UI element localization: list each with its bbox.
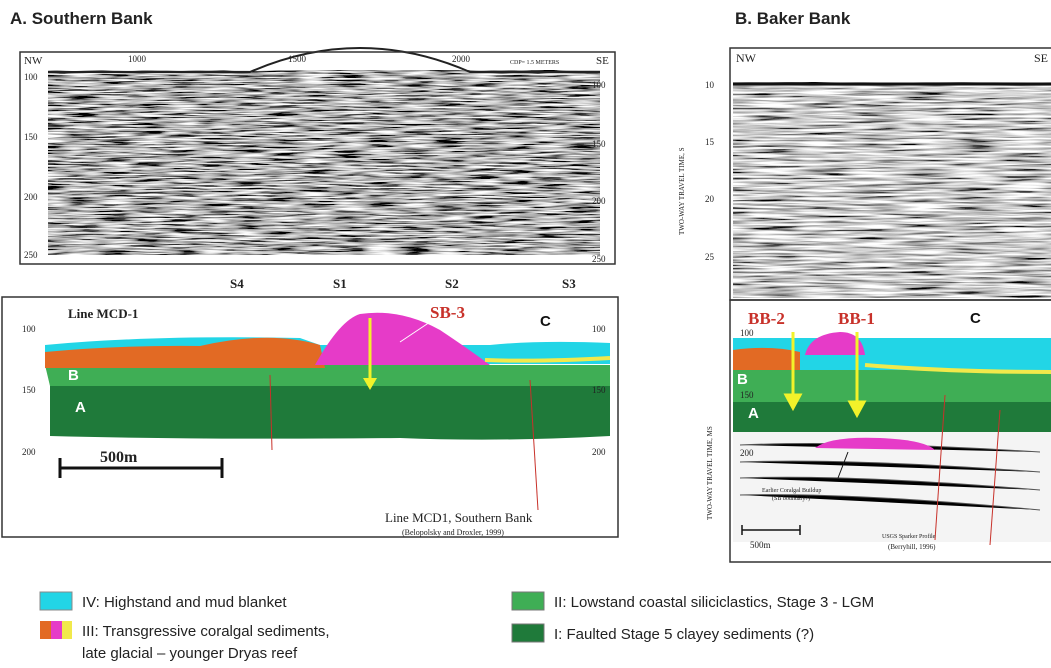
y-tick-label: 100 [24, 72, 38, 82]
y-tick-label: 10 [705, 80, 715, 90]
y-tick-label: 200 [592, 196, 606, 206]
caption: Line MCD1, Southern Bank [385, 510, 533, 525]
y-tick-label: 150 [22, 385, 36, 395]
unit-label: C [540, 313, 551, 330]
axis-label: TWO-WAY TRAVEL TIME, MS [706, 426, 714, 520]
legend-swatch [40, 592, 72, 610]
legend-swatch [40, 621, 51, 639]
site-label: S1 [333, 276, 347, 291]
legend-label: III: Transgressive coralgal sediments, [82, 623, 330, 640]
nw-label: NW [736, 51, 757, 65]
y-tick-label: 100 [592, 324, 606, 334]
y-tick-label: 150 [592, 385, 606, 395]
legend-swatch [62, 621, 72, 639]
site-label: S4 [230, 276, 244, 291]
se-label: SE [596, 55, 609, 67]
legend-label: IV: Highstand and mud blanket [82, 594, 287, 611]
cdp-tick: 2000 [452, 54, 471, 64]
cdp-note: CDP= 1.5 METERS [510, 60, 559, 66]
unit-iii-orange [733, 348, 800, 370]
unit-label: B [68, 367, 79, 384]
y-tick-label: 150 [24, 132, 38, 142]
site-label: S3 [562, 276, 576, 291]
unit-label: A [75, 399, 86, 416]
unit-label: B [737, 371, 748, 388]
seismic-image [48, 70, 600, 255]
y-tick-label: 100 [22, 324, 36, 334]
legend-label: late glacial – younger Dryas reef [82, 645, 298, 662]
y-tick-label: 200 [740, 448, 754, 458]
y-tick-label: 100 [740, 328, 754, 338]
legend-label: II: Lowstand coastal siliciclastics, Sta… [554, 594, 874, 611]
source: (Belopolsky and Droxler, 1999) [402, 528, 504, 537]
buildup-label: (SB boundary?) [772, 495, 810, 502]
y-tick-label: 200 [592, 447, 606, 457]
scale-bar [60, 458, 222, 478]
panel-title: A. Southern Bank [10, 9, 153, 28]
line-label: Line MCD-1 [68, 306, 138, 321]
unit-i [50, 385, 610, 440]
source: (Berryhill, 1996) [888, 543, 936, 551]
scale-label: 500m [100, 449, 138, 466]
seismic-image [733, 82, 1051, 298]
legend-swatch [51, 621, 62, 639]
source: USGS Sparker Profile [882, 533, 936, 540]
unit-label: A [748, 405, 759, 422]
figure: A. Southern Bank NW SE 1000 1500 2000 CD… [0, 0, 1051, 668]
scale-label: 500m [750, 540, 771, 550]
cdp-tick: 1000 [128, 54, 147, 64]
y-tick-label: 150 [592, 139, 606, 149]
axis-label: TWO-WAY TRAVEL TIME, S [678, 147, 686, 235]
boundary-label: BB-1 [838, 309, 875, 328]
unit-ii [45, 365, 610, 386]
site-label: S2 [445, 276, 459, 291]
unit-label: C [970, 310, 981, 327]
legend-swatch [512, 592, 544, 610]
legend-label: I: Faulted Stage 5 clayey sediments (?) [554, 626, 814, 643]
y-tick-label: 15 [705, 137, 715, 147]
cdp-tick: 1500 [288, 54, 307, 64]
y-tick-label: 250 [24, 250, 38, 260]
y-tick-label: 200 [24, 192, 38, 202]
se-label: SE [1034, 51, 1048, 65]
buildup-label: Earlier Coralgal Buildup [762, 488, 821, 494]
boundary-label: BB-2 [748, 309, 785, 328]
y-tick-label: 100 [592, 80, 606, 90]
y-tick-label: 25 [705, 252, 715, 262]
y-tick-label: 200 [22, 447, 36, 457]
panel-title: B. Baker Bank [735, 9, 851, 28]
y-tick-label: 250 [592, 254, 606, 264]
boundary-label: SB-3 [430, 303, 465, 322]
nw-label: NW [24, 55, 43, 67]
legend-swatch [512, 624, 544, 642]
y-tick-label: 150 [740, 390, 754, 400]
y-tick-label: 20 [705, 194, 715, 204]
unit-i [733, 400, 1051, 432]
